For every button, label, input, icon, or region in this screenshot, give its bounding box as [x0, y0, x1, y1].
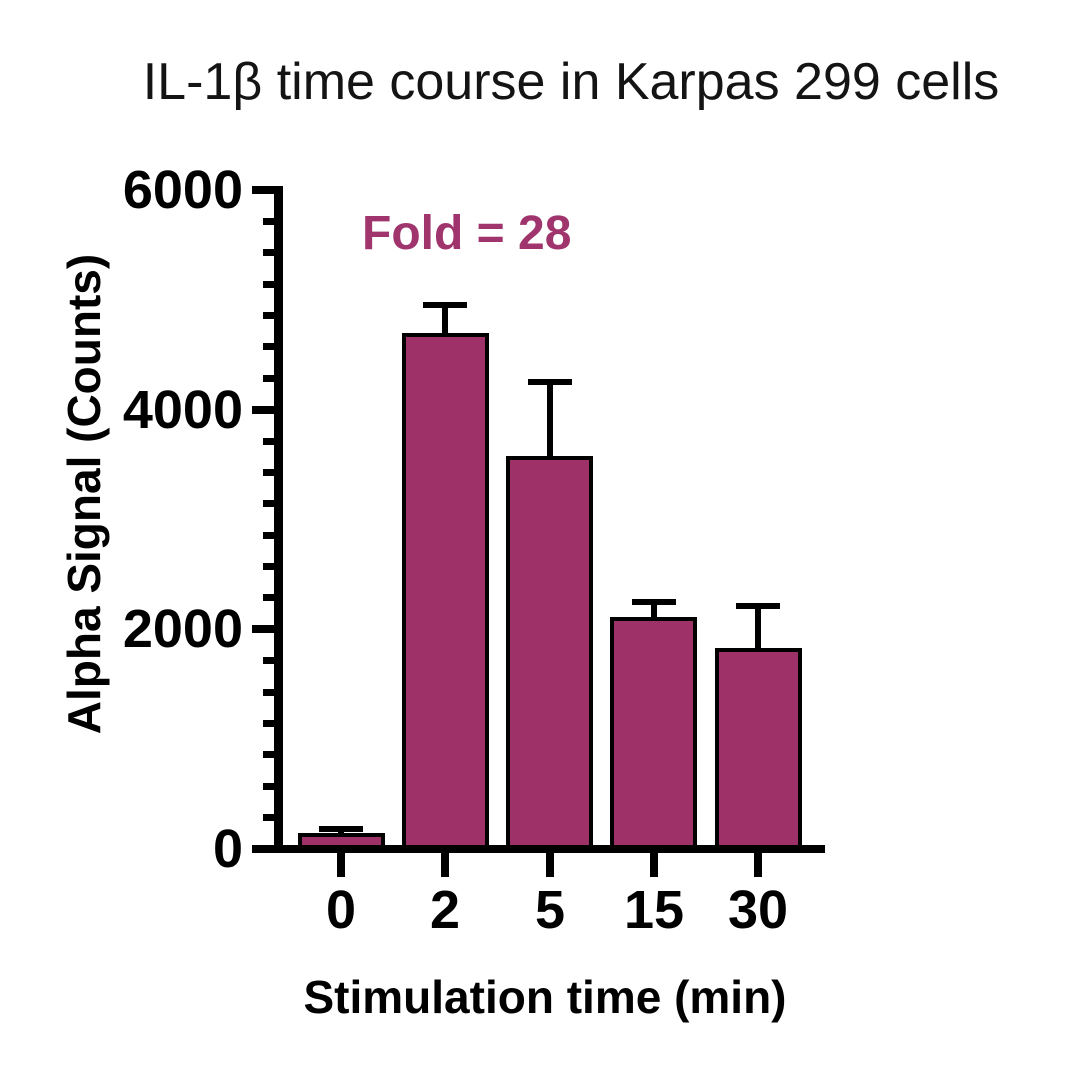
x-tick-label: 5 — [534, 880, 566, 940]
y-minor-tick — [263, 751, 283, 758]
error-bar-stem — [755, 609, 761, 650]
y-minor-tick — [263, 814, 283, 821]
y-minor-tick — [263, 563, 283, 570]
x-tick — [337, 853, 345, 877]
error-bar-stem — [442, 308, 448, 334]
y-tick-label: 4000 — [122, 380, 243, 440]
y-minor-tick — [263, 281, 283, 288]
error-bar-stem — [651, 605, 657, 619]
x-tick — [546, 853, 554, 877]
y-major-tick — [252, 845, 283, 853]
x-tick-label: 0 — [325, 880, 357, 940]
y-minor-tick — [263, 657, 283, 664]
y-major-tick — [252, 406, 283, 414]
y-minor-tick — [263, 594, 283, 601]
error-bar-cap — [632, 599, 676, 605]
y-major-tick — [252, 186, 283, 194]
y-axis-line — [274, 186, 283, 853]
x-tick-label: 30 — [727, 880, 789, 940]
y-tick-label: 2000 — [122, 599, 243, 659]
fold-annotation: Fold = 28 — [362, 207, 572, 260]
x-axis-title: Stimulation time (min) — [303, 971, 787, 1023]
x-tick — [754, 853, 762, 877]
y-minor-tick — [263, 312, 283, 319]
y-minor-tick — [263, 249, 283, 256]
x-tick — [650, 853, 658, 877]
x-tick — [441, 853, 449, 877]
bar-15 — [610, 617, 697, 853]
bar-2 — [402, 333, 489, 853]
x-tick-label: 2 — [429, 880, 461, 940]
y-minor-tick — [263, 438, 283, 445]
y-minor-tick — [263, 375, 283, 382]
y-minor-tick — [263, 469, 283, 476]
error-bar-cap — [736, 603, 780, 609]
y-major-tick — [252, 625, 283, 633]
error-bar-stem — [338, 832, 344, 834]
y-tick-label: 0 — [212, 819, 243, 879]
error-bar-stem — [547, 385, 553, 458]
error-bar-cap — [319, 826, 363, 832]
x-axis-line — [274, 845, 825, 853]
y-minor-tick — [263, 532, 283, 539]
y-minor-tick — [263, 218, 283, 225]
y-minor-tick — [263, 500, 283, 507]
error-bar-cap — [423, 302, 467, 308]
bar-30 — [715, 648, 802, 853]
error-bar-cap — [528, 379, 572, 385]
y-tick-label: 6000 — [122, 160, 243, 220]
y-minor-tick — [263, 720, 283, 727]
y-minor-tick — [263, 689, 283, 696]
y-minor-tick — [263, 343, 283, 350]
bar-5 — [506, 456, 593, 853]
x-tick-label: 15 — [623, 880, 685, 940]
y-minor-tick — [263, 783, 283, 790]
chart-title: IL-1β time course in Karpas 299 cells — [142, 53, 1000, 111]
